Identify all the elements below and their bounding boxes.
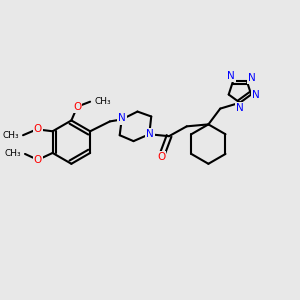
Text: O: O bbox=[34, 124, 42, 134]
Text: CH₃: CH₃ bbox=[94, 97, 111, 106]
Text: N: N bbox=[248, 73, 256, 83]
Text: CH₃: CH₃ bbox=[4, 149, 21, 158]
Text: N: N bbox=[236, 103, 244, 112]
Text: O: O bbox=[73, 102, 81, 112]
Text: N: N bbox=[252, 89, 260, 100]
Text: N: N bbox=[146, 129, 154, 139]
Text: O: O bbox=[157, 152, 165, 162]
Text: O: O bbox=[34, 155, 42, 165]
Text: CH₃: CH₃ bbox=[2, 131, 19, 140]
Text: N: N bbox=[118, 113, 126, 124]
Text: N: N bbox=[227, 71, 235, 81]
